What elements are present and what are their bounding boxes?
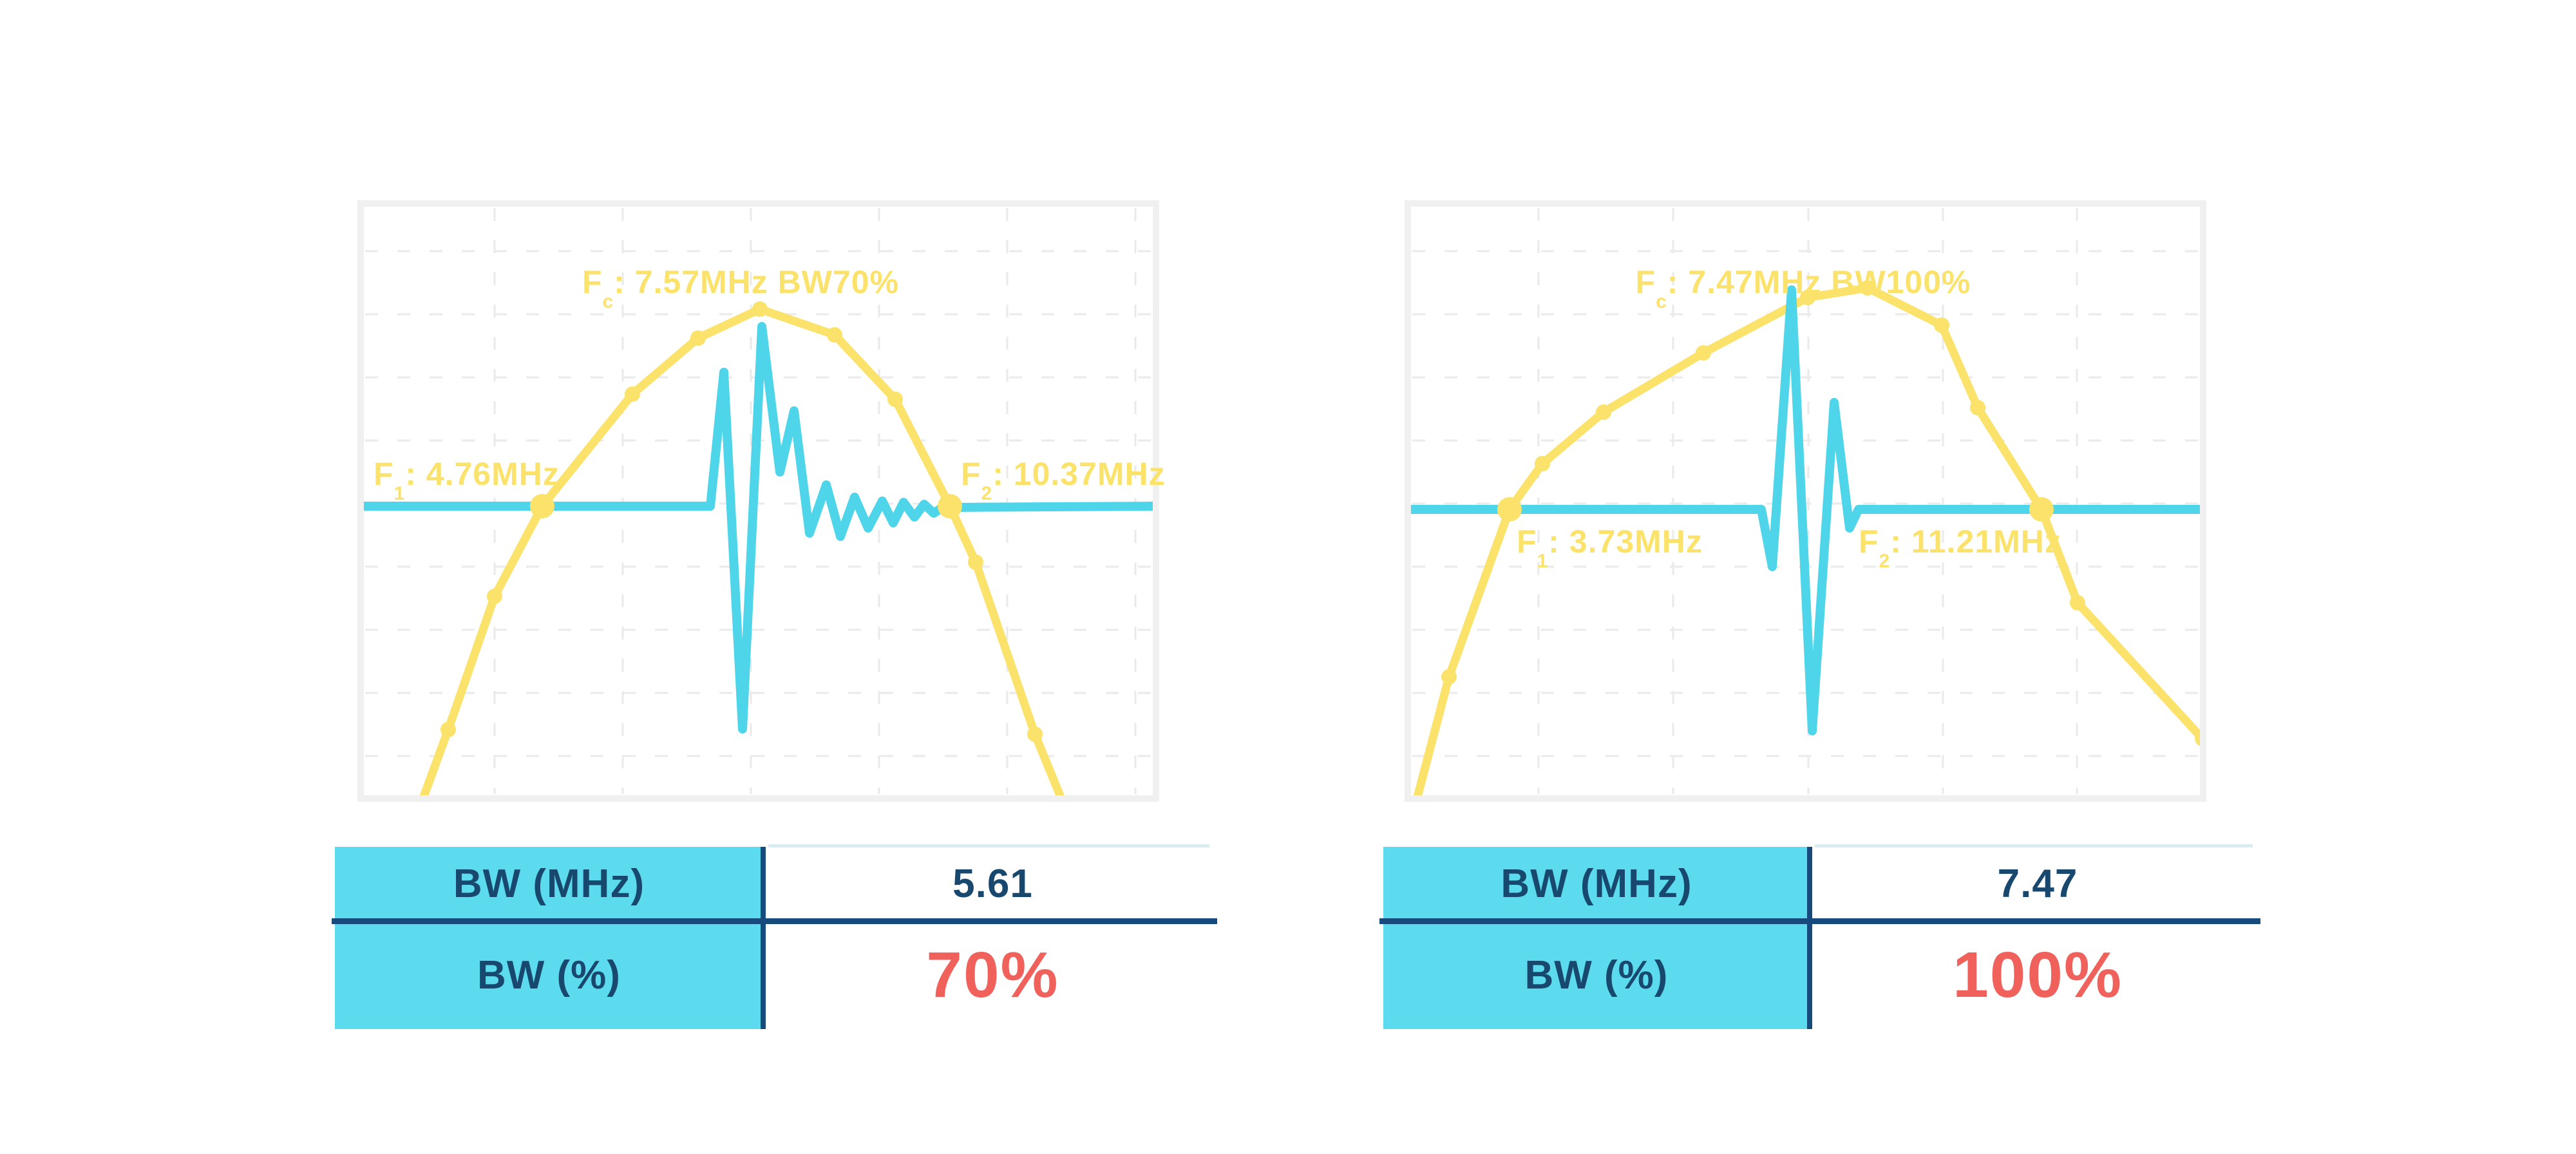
spectrum-plot-right-canvas (1405, 200, 2206, 802)
f1-annotation: F1: 3.73MHz (1517, 524, 1703, 572)
table-row-divider (1379, 918, 2260, 924)
spectrum-markers (1441, 280, 2206, 746)
bw-pct-label-cell: BW (%) (335, 921, 763, 1029)
spectrum-markers (440, 301, 1043, 742)
bw-pct-value-cell: 100% (1953, 938, 2123, 1011)
table-top-border (1815, 844, 2253, 847)
bw-pct-label-cell: BW (%) (1383, 921, 1810, 1029)
pulse-waveform (357, 322, 1159, 733)
bw-mhz-label-cell: BW (MHz) (335, 847, 763, 921)
spectrum-plot-right: Fc: 7.47MHz BW100% F1: 3.73MHz F2: 11.21… (1405, 200, 2206, 802)
pulse-waveform (1405, 285, 2206, 735)
bw-mhz-value-cell: 5.61 (952, 862, 1033, 906)
plot-frame (1405, 200, 2206, 802)
bandwidth-edge-marker (938, 494, 962, 518)
bw-mhz-label-cell: BW (MHz) (1383, 847, 1810, 921)
bw-mhz-value-cell: 7.47 (1997, 862, 2078, 906)
bandwidth-edge-marker (2029, 497, 2054, 522)
plot-frame (357, 200, 1159, 802)
bandwidth-edge-marker (1497, 497, 1522, 522)
table-column-divider (1807, 847, 1812, 1029)
f2-annotation: F2: 10.37MHz (961, 456, 1166, 504)
table-top-border (768, 844, 1209, 847)
table-column-divider (761, 847, 766, 1029)
fc-annotation: Fc: 7.57MHz BW70% (582, 264, 900, 312)
bandwidth-edge-marker (530, 494, 554, 518)
bw-pct-value-cell: 70% (926, 938, 1059, 1011)
spectrum-plot-left-canvas (357, 200, 1159, 802)
f2-annotation: F2: 11.21MHz (1859, 524, 2061, 572)
spectrum-plot-left: Fc: 7.57MHz BW70% F1: 4.76MHz F2: 10.37M… (357, 200, 1165, 802)
table-row-divider (332, 918, 1217, 924)
f1-annotation: F1: 4.76MHz (374, 456, 560, 504)
fc-annotation: Fc: 7.47MHz BW100% (1635, 264, 1971, 312)
